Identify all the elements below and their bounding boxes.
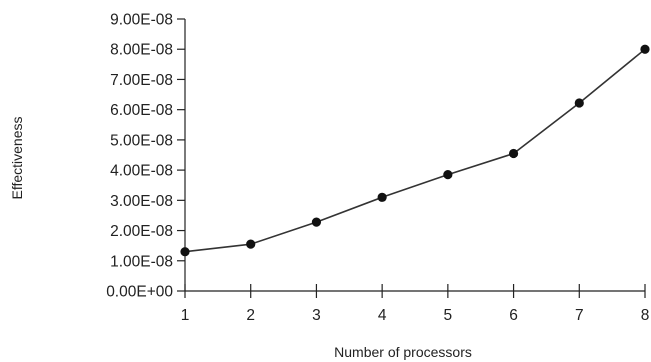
y-tick-label: 4.00E-08: [110, 163, 173, 180]
y-tick-label: 3.00E-08: [110, 193, 173, 210]
x-tick-label: 1: [181, 307, 190, 324]
y-tick-label: 8.00E-08: [110, 42, 173, 59]
x-tick-label: 2: [246, 307, 255, 324]
data-point: [640, 44, 650, 54]
x-tick-label: 4: [378, 307, 387, 324]
y-axis-ticks: 0.00E+00 1.00E-08 2.00E-08 3.00E-08 4.00E-08…: [106, 12, 185, 301]
x-axis-ticks: 1 2 3 4 5 6 7 8: [181, 284, 650, 324]
data-point: [508, 148, 519, 159]
data-point: [377, 192, 387, 202]
data-point: [311, 217, 322, 227]
x-tick-label: 6: [509, 307, 518, 324]
x-tick-label: 8: [641, 307, 650, 324]
y-tick-label: 2.00E-08: [110, 223, 173, 240]
x-axis-title: Number of processors: [334, 344, 472, 360]
x-tick-label: 3: [312, 307, 321, 324]
series-group: [180, 44, 650, 257]
data-point: [443, 170, 453, 180]
y-tick-label: 7.00E-08: [110, 72, 173, 89]
data-point: [574, 98, 584, 108]
y-tick-label: 6.00E-08: [110, 102, 173, 119]
y-tick-label: 9.00E-08: [110, 12, 173, 29]
data-point: [180, 247, 190, 257]
y-axis-title: Effectiveness: [9, 116, 25, 199]
x-tick-label: 5: [444, 307, 453, 324]
y-tick-label: 1.00E-08: [110, 253, 173, 270]
series-line: [184, 48, 646, 253]
axes: [184, 19, 645, 292]
y-tick-label: 5.00E-08: [110, 132, 173, 149]
y-tick-label: 0.00E+00: [106, 284, 173, 301]
x-tick-label: 7: [575, 307, 584, 324]
data-point: [246, 239, 256, 249]
